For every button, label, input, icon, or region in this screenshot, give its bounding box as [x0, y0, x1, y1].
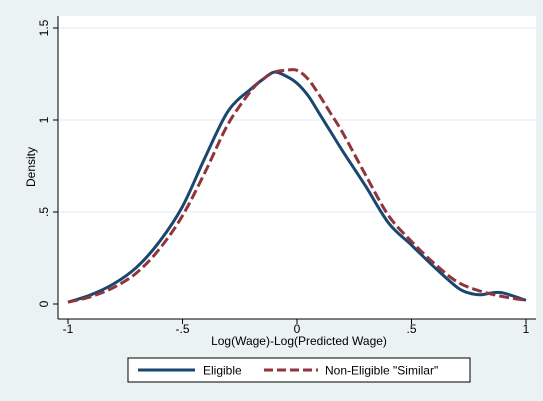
- grid-lines: [58, 27, 536, 213]
- series-lines: [67, 68, 527, 304]
- x-tick-label: -.5: [175, 322, 189, 336]
- legend-label-non-eligible: Non-Eligible "Similar": [325, 364, 438, 378]
- y-tick-label: 1: [37, 116, 51, 123]
- x-tick-label: 0: [294, 322, 301, 336]
- y-axis-label: Density: [24, 147, 38, 187]
- legend-label-eligible: Eligible: [203, 364, 242, 378]
- x-tick-label: 1: [523, 322, 530, 336]
- plot-area: [58, 16, 536, 319]
- x-axis-label: Log(Wage)-Log(Predicted Wage): [211, 334, 387, 348]
- tick-marks: 0 .5 1 1.5 -1 -.5 0 .5 1: [37, 19, 530, 336]
- y-tick-label: 1.5: [37, 19, 51, 36]
- y-tick-label: .5: [37, 207, 51, 217]
- y-tick-label: 0: [37, 300, 51, 307]
- series-line-eligible: [67, 70, 527, 304]
- x-tick-label: .5: [406, 322, 416, 336]
- legend: Eligible Non-Eligible "Similar": [127, 357, 471, 383]
- x-tick-label: -1: [63, 322, 74, 336]
- series-line-non-eligible: [67, 68, 527, 304]
